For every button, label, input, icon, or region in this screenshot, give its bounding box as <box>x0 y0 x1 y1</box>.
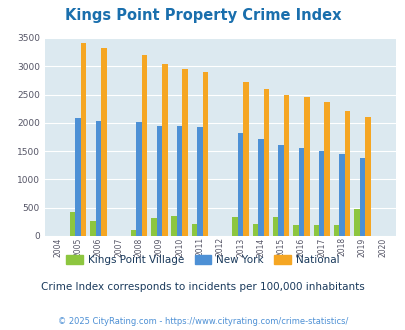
Bar <box>344 112 350 236</box>
Bar <box>90 221 96 236</box>
Bar <box>75 118 81 236</box>
Bar <box>278 146 283 236</box>
Bar <box>364 116 370 236</box>
Bar <box>243 82 248 236</box>
Legend: Kings Point Village, New York, National: Kings Point Village, New York, National <box>62 251 343 269</box>
Bar <box>177 126 182 236</box>
Bar <box>81 43 86 236</box>
Bar <box>318 150 324 236</box>
Bar <box>151 218 156 236</box>
Text: © 2025 CityRating.com - https://www.cityrating.com/crime-statistics/: © 2025 CityRating.com - https://www.city… <box>58 317 347 326</box>
Bar <box>136 122 141 236</box>
Bar <box>101 48 107 236</box>
Bar <box>191 223 197 236</box>
Bar <box>313 225 318 236</box>
Bar <box>197 127 202 236</box>
Bar <box>272 217 278 236</box>
Bar <box>324 102 329 236</box>
Text: Kings Point Property Crime Index: Kings Point Property Crime Index <box>64 8 341 23</box>
Bar <box>292 225 298 236</box>
Bar <box>232 217 237 236</box>
Bar <box>303 97 309 236</box>
Bar <box>156 126 162 236</box>
Bar <box>182 69 188 236</box>
Bar <box>359 158 364 236</box>
Bar <box>353 209 359 236</box>
Bar <box>96 120 101 236</box>
Bar <box>130 230 136 236</box>
Bar <box>298 148 303 236</box>
Bar <box>283 95 289 236</box>
Bar <box>202 72 208 236</box>
Bar <box>70 212 75 236</box>
Bar <box>263 89 269 236</box>
Bar <box>339 154 344 236</box>
Bar <box>171 215 177 236</box>
Text: Crime Index corresponds to incidents per 100,000 inhabitants: Crime Index corresponds to incidents per… <box>41 282 364 292</box>
Bar <box>258 139 263 236</box>
Bar <box>252 223 258 236</box>
Bar <box>237 133 243 236</box>
Bar <box>333 225 339 236</box>
Bar <box>162 64 167 236</box>
Bar <box>141 55 147 236</box>
